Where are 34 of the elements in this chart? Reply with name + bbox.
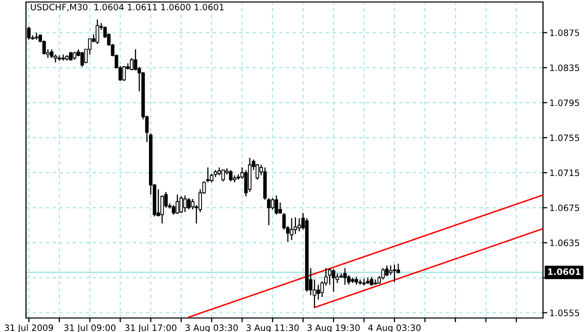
y-tick-label: 1.0555 (550, 310, 580, 316)
y-tick-label: 1.0795 (550, 99, 580, 106)
candlestick (385, 264, 389, 277)
candlestick (183, 194, 187, 213)
candlestick (179, 196, 183, 214)
y-tick-label: 1.0875 (550, 29, 580, 36)
y-tick-label: 1.0715 (550, 170, 580, 176)
ref-line-label: 1.0601 (548, 268, 580, 276)
candlestick (316, 284, 320, 300)
candlestick (343, 268, 347, 286)
candlestick (96, 18, 100, 45)
y-tick-label: 1.0835 (550, 64, 580, 72)
candlestick (256, 163, 260, 180)
candlestick (80, 51, 84, 68)
candlestick (176, 194, 180, 214)
candlestick (130, 57, 134, 71)
candlestick (221, 170, 225, 182)
y-tick-label: 1.0635 (550, 240, 580, 246)
line-series (188, 194, 543, 318)
candlestick (298, 218, 302, 232)
candlestick (122, 65, 126, 82)
candlestick (172, 204, 176, 216)
candlestick (381, 268, 385, 280)
chart-title: USDCHF,M30 1.0604 1.0611 1.0600 1.0601 (30, 4, 224, 12)
y-tick-label: 1.0755 (550, 134, 580, 142)
candlestick (392, 264, 396, 283)
line-series (314, 228, 543, 308)
candlestick (274, 194, 278, 216)
candlestick (228, 170, 232, 182)
y-tick-label: 1.0675 (550, 204, 580, 212)
candlestick (270, 198, 274, 210)
candlestick (187, 198, 191, 210)
candlestick (332, 268, 336, 292)
candlestick (290, 218, 294, 241)
